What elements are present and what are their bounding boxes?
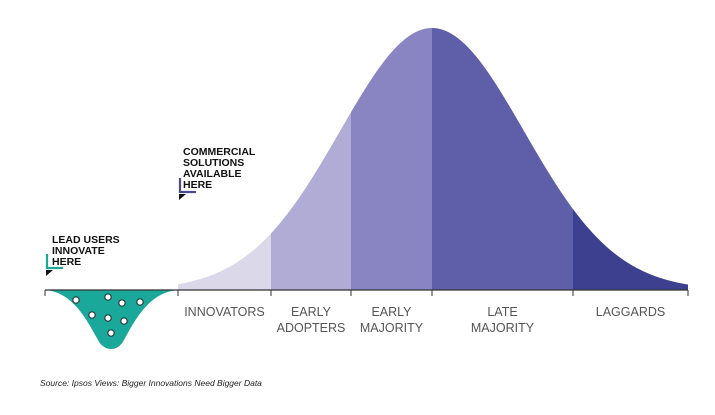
source-note: Source: Ipsos Views: Bigger Innovations …: [40, 378, 262, 388]
pool-dot-8: [107, 329, 115, 337]
lead-users-callout-text: LEAD USERS INNOVATE HERE: [52, 234, 123, 268]
pool-dot-4: [136, 298, 144, 306]
curve-segment-4: [432, 28, 573, 290]
adoption-curve: [178, 28, 688, 291]
commercial-callout-text: COMMERCIAL SOLUTIONS AVAILABLE HERE: [183, 146, 258, 191]
axis-ticks: [44, 290, 689, 296]
lead-users-callout: LEAD USERS INNOVATE HERE: [45, 234, 123, 276]
segment-labels: INNOVATORS EARLY ADOPTERS EARLY MAJORITY LATE…: [184, 305, 665, 335]
segment-label-3: EARLY MAJORITY: [360, 305, 424, 335]
commercial-callout: COMMERCIAL SOLUTIONS AVAILABLE HERE: [178, 146, 258, 200]
commercial-bracket-icon: [178, 178, 196, 194]
segment-label-4: LATE MAJORITY: [471, 305, 535, 335]
pool-dot-1: [72, 296, 80, 304]
segment-label-2: EARLY ADOPTERS: [277, 305, 346, 335]
segment-label-5: LAGGARDS: [596, 305, 665, 319]
pool-dot-3: [118, 299, 126, 307]
segment-label-1: INNOVATORS: [184, 305, 265, 319]
lead-users-bracket-icon: [45, 254, 63, 270]
lead-users-dots: [72, 293, 144, 337]
lead-users-pointer-icon: [46, 270, 53, 276]
curve-segment-1: [178, 233, 271, 290]
curve-segment-3: [351, 28, 432, 290]
lead-users-pool: [45, 290, 178, 349]
curve-segment-2: [271, 112, 351, 291]
pool-dot-5: [88, 311, 96, 319]
curve-segment-5: [573, 209, 688, 290]
pool-dot-2: [104, 293, 112, 301]
pool-dot-7: [120, 317, 128, 325]
pool-dot-6: [104, 314, 112, 322]
commercial-pointer-icon: [179, 194, 186, 200]
